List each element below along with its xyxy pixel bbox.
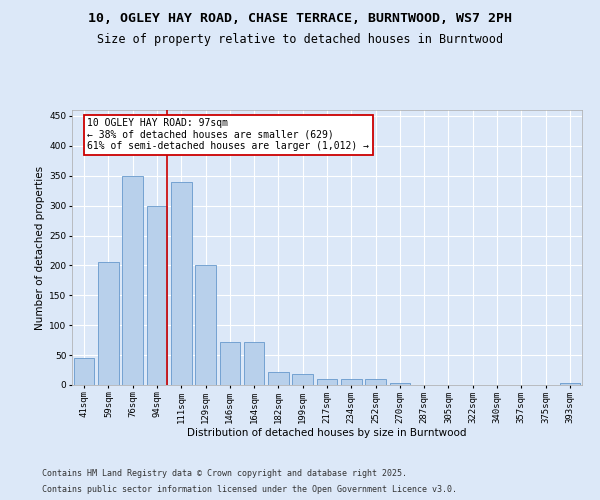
- Text: 10 OGLEY HAY ROAD: 97sqm
← 38% of detached houses are smaller (629)
61% of semi-: 10 OGLEY HAY ROAD: 97sqm ← 38% of detach…: [88, 118, 370, 152]
- Text: Contains HM Land Registry data © Crown copyright and database right 2025.: Contains HM Land Registry data © Crown c…: [42, 468, 407, 477]
- Bar: [74, 358, 94, 385]
- Y-axis label: Number of detached properties: Number of detached properties: [35, 166, 45, 330]
- Bar: [171, 182, 191, 385]
- Text: 10, OGLEY HAY ROAD, CHASE TERRACE, BURNTWOOD, WS7 2PH: 10, OGLEY HAY ROAD, CHASE TERRACE, BURNT…: [88, 12, 512, 26]
- Bar: [389, 383, 410, 385]
- Bar: [195, 266, 216, 385]
- Bar: [268, 372, 289, 385]
- Bar: [292, 374, 313, 385]
- Text: Contains public sector information licensed under the Open Government Licence v3: Contains public sector information licen…: [42, 485, 457, 494]
- Bar: [220, 342, 240, 385]
- Bar: [146, 206, 167, 385]
- Bar: [341, 379, 362, 385]
- Bar: [365, 379, 386, 385]
- Bar: [98, 262, 119, 385]
- Bar: [244, 342, 265, 385]
- X-axis label: Distribution of detached houses by size in Burntwood: Distribution of detached houses by size …: [187, 428, 467, 438]
- Bar: [317, 379, 337, 385]
- Bar: [560, 383, 580, 385]
- Bar: [122, 176, 143, 385]
- Text: Size of property relative to detached houses in Burntwood: Size of property relative to detached ho…: [97, 32, 503, 46]
